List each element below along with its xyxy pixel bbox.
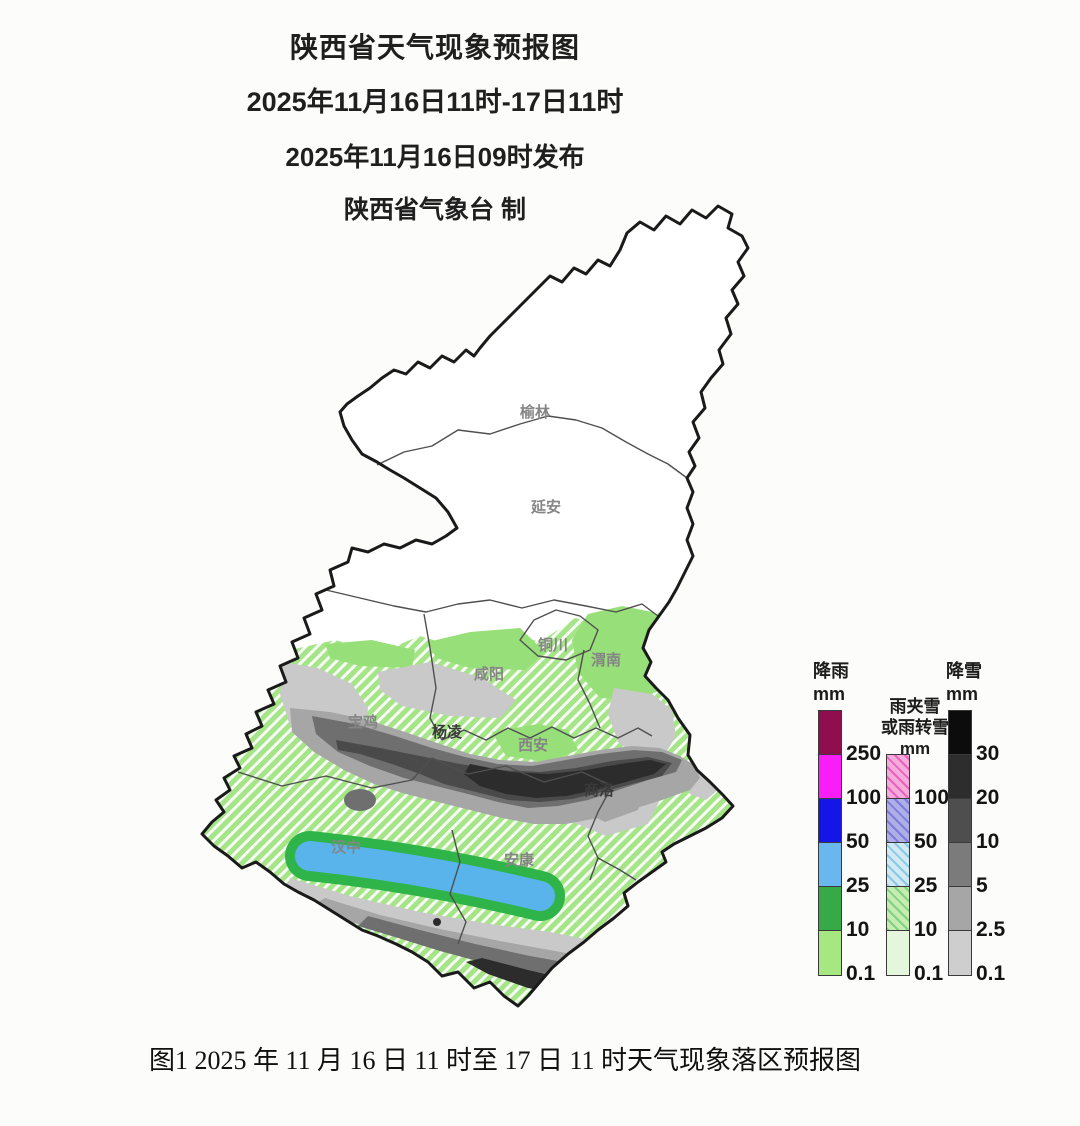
map-label-baoji: 宝鸡 bbox=[348, 713, 378, 731]
legend-sleet-seg bbox=[887, 887, 909, 931]
legend-rain-tick: 100 bbox=[846, 786, 882, 809]
legend-sleet-title: 雨夹雪或雨转雪 mm bbox=[860, 696, 970, 759]
legend-sleet-tick: 10 bbox=[914, 918, 938, 941]
legend-sleet-seg bbox=[887, 843, 909, 887]
issuing-agency: 陕西省气象台 制 bbox=[344, 196, 526, 224]
legend-snow-tick: 30 bbox=[976, 742, 1000, 765]
legend-snow-title-text: 降雪 bbox=[946, 661, 982, 681]
legend-rain-tick: 10 bbox=[846, 918, 870, 941]
legend-rain-tick: 0.1 bbox=[846, 962, 876, 985]
legend-sleet-unit: mm bbox=[899, 739, 931, 758]
precip-patch-snow-dark bbox=[344, 789, 376, 811]
legend-rain-seg bbox=[819, 711, 841, 755]
precip-patch-snow-light bbox=[285, 878, 600, 958]
city-labels: 榆林 延安 铜川 渭南 咸阳 宝鸡 杨凌 西安 商洛 汉中 安康 bbox=[331, 403, 621, 869]
legend-snow-seg bbox=[949, 755, 971, 799]
title-block: 陕西省天气现象预报图 2025年11月16日11时-17日11时 2025年11… bbox=[90, 26, 780, 226]
legend-sleet-tick: 100 bbox=[914, 786, 950, 809]
legend-sleet-tick: 25 bbox=[914, 874, 938, 897]
legend-snow-bar bbox=[948, 710, 972, 976]
legend-rain-seg bbox=[819, 755, 841, 799]
legend-sleet-seg bbox=[887, 799, 909, 843]
map-label-ankang: 安康 bbox=[504, 851, 535, 869]
map-label-shangluo: 商洛 bbox=[584, 781, 615, 799]
province-outline bbox=[200, 204, 750, 1008]
legend-snow-tick: 5 bbox=[976, 874, 988, 897]
prefecture-boundaries bbox=[237, 415, 688, 945]
map-label-hanzhong: 汉中 bbox=[331, 838, 361, 856]
legend-sleet-tick: 0.1 bbox=[914, 962, 944, 985]
legend-rain-title: 降雨 mm bbox=[813, 660, 849, 706]
legend-rain-tick: 50 bbox=[846, 830, 870, 853]
legend-snow-title: 降雪 mm bbox=[946, 660, 982, 706]
legend-rain-title-text: 降雨 bbox=[813, 661, 849, 681]
precip-patch-rain-light bbox=[325, 640, 415, 668]
legend-rain-tick: 250 bbox=[846, 742, 882, 765]
legend-rain-unit: mm bbox=[813, 684, 846, 704]
legend-rain-tick: 25 bbox=[846, 874, 870, 897]
legend-snow-seg bbox=[949, 843, 971, 887]
legend-snow-seg bbox=[949, 887, 971, 931]
figure-caption: 图1 2025 年 11 月 16 日 11 时至 17 日 11 时天气现象落… bbox=[148, 1046, 862, 1075]
forecast-period: 2025年11月16日11时-17日11时 bbox=[246, 87, 624, 117]
map-label-yulin: 榆林 bbox=[520, 403, 551, 421]
page-title: 陕西省天气现象预报图 bbox=[289, 32, 580, 63]
legend-sleet-tick: 50 bbox=[914, 830, 938, 853]
legend-snow-tick: 10 bbox=[976, 830, 1000, 853]
legend-rain-seg bbox=[819, 799, 841, 843]
legend-sleet-seg bbox=[887, 755, 909, 799]
legend-snow-tick: 2.5 bbox=[976, 918, 1006, 941]
rain-band-blue-core bbox=[295, 841, 555, 911]
precip-patch-rain-light bbox=[492, 724, 578, 762]
precip-patch-snow-black bbox=[433, 918, 441, 926]
map-label-xianyang: 咸阳 bbox=[474, 665, 504, 683]
legend-sleet-seg bbox=[887, 931, 909, 975]
precip-patch-snow-light bbox=[378, 662, 516, 718]
legend-sleet-title-line1: 雨夹雪 bbox=[889, 697, 941, 716]
legend-snow-unit: mm bbox=[946, 684, 979, 704]
legend-rain-seg bbox=[819, 887, 841, 931]
legend-snow-seg bbox=[949, 931, 971, 975]
legend-rain-bar bbox=[818, 710, 842, 976]
map-label-yanan: 延安 bbox=[530, 498, 561, 516]
map-label-tongchuan: 铜川 bbox=[538, 636, 568, 654]
precip-patch-snow-light bbox=[608, 688, 676, 760]
legend-snow-tick: 20 bbox=[976, 786, 1000, 809]
legend-sleet-bar bbox=[886, 754, 910, 976]
legend-rain-seg bbox=[819, 931, 841, 975]
legend-snow-tick: 0.1 bbox=[976, 962, 1006, 985]
precip-patch-snow-black bbox=[464, 760, 666, 798]
map-label-xian: 西安 bbox=[518, 736, 548, 754]
precip-patch-rain-light bbox=[428, 628, 545, 670]
legend-snow-seg bbox=[949, 711, 971, 755]
legend-rain-seg bbox=[819, 843, 841, 887]
map-label-weinan: 渭南 bbox=[591, 651, 621, 669]
issue-time: 2025年11月16日09时发布 bbox=[285, 142, 585, 172]
legend-sleet-title-line2: 或雨转雪 bbox=[881, 718, 949, 737]
map-label-yangling: 杨凌 bbox=[432, 723, 463, 741]
legend-snow-seg bbox=[949, 799, 971, 843]
